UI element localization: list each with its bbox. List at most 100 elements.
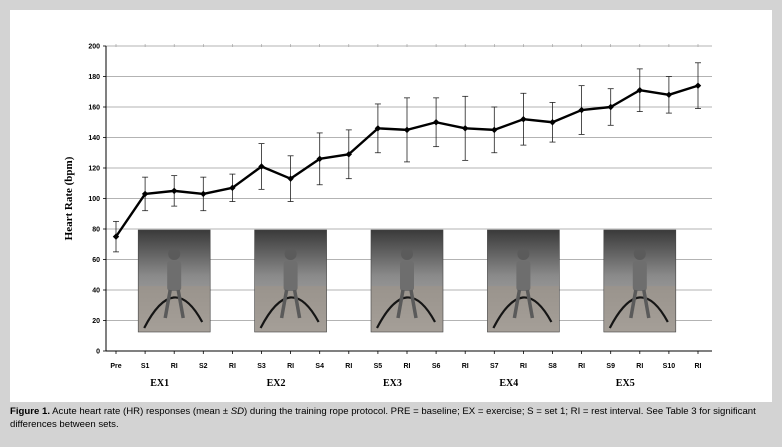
data-point xyxy=(462,125,469,132)
y-axis-title: Heart Rate (bpm) xyxy=(63,156,75,240)
person-head-icon xyxy=(633,248,646,260)
y-tick-label: 180 xyxy=(88,74,100,81)
person-leg-icon xyxy=(642,289,651,319)
x-tick-label: RI xyxy=(171,363,178,370)
data-point xyxy=(694,82,702,89)
photo-floor xyxy=(254,286,327,332)
photo-floor xyxy=(138,286,211,332)
rope-icon xyxy=(259,296,320,329)
data-point xyxy=(491,126,498,134)
rope-icon xyxy=(492,296,553,329)
caption-text-end: ) during the training rope protocol. PRE… xyxy=(10,406,756,430)
x-tick-label: S7 xyxy=(490,363,499,370)
caption-sd: SD xyxy=(230,406,245,417)
person-leg-icon xyxy=(629,289,638,319)
x-tick-label: RI xyxy=(404,363,411,370)
x-tick-label: S9 xyxy=(606,363,615,370)
person-leg-icon xyxy=(512,289,522,319)
data-point xyxy=(549,119,556,126)
person-head-icon xyxy=(517,248,530,260)
photo-strip xyxy=(137,229,677,333)
person-body-icon xyxy=(400,261,414,291)
x-tick-label: RI xyxy=(287,363,294,370)
data-point xyxy=(171,187,178,195)
y-tick-label: 0 xyxy=(96,349,100,356)
data-point xyxy=(141,190,149,198)
photo-ex3 xyxy=(370,229,444,333)
x-tick-label: RI xyxy=(345,363,352,370)
group-label: EX4 xyxy=(499,378,518,389)
photo-ex4 xyxy=(487,229,560,333)
person-head-icon xyxy=(401,248,413,260)
x-tick-label: S2 xyxy=(199,363,208,370)
rope-icon xyxy=(376,296,436,329)
caption-label: Figure 1. xyxy=(10,406,50,417)
y-tick-label: 40 xyxy=(92,288,100,295)
person-body-icon xyxy=(167,261,182,291)
data-point xyxy=(520,116,527,123)
data-point xyxy=(258,163,265,170)
group-label: EX5 xyxy=(616,378,635,389)
photo-ex2 xyxy=(254,229,327,333)
photo-floor xyxy=(603,286,676,332)
y-tick-label: 120 xyxy=(88,166,100,173)
data-point xyxy=(316,155,323,163)
y-tick-label: 140 xyxy=(88,135,100,142)
photo-border xyxy=(370,229,444,333)
person-leg-icon xyxy=(279,289,289,319)
data-point xyxy=(403,126,411,134)
x-tick-label: RI xyxy=(229,363,236,370)
x-tick-label: S1 xyxy=(141,363,150,370)
data-point xyxy=(578,106,585,114)
heart-rate-chart: 0 20 40 60 80 100 120 140 160 180 200 Pre S1 RI S2 RI S3… xyxy=(63,44,712,390)
photo-border xyxy=(137,229,211,333)
person-body-icon xyxy=(632,261,647,291)
group-label: EX1 xyxy=(150,378,169,389)
y-tick-label: 60 xyxy=(92,257,100,264)
data-point xyxy=(374,125,382,132)
heart-rate-series xyxy=(112,62,702,253)
figure-caption: Figure 1. Acute heart rate (HR) response… xyxy=(10,405,772,431)
data-point xyxy=(636,87,643,94)
y-tick-label: 80 xyxy=(92,227,100,234)
photo-border xyxy=(603,229,677,333)
person-leg-icon xyxy=(163,289,172,319)
person-leg-icon xyxy=(525,289,535,319)
data-point xyxy=(200,190,207,198)
data-point xyxy=(607,103,614,111)
x-tick-label: S3 xyxy=(257,363,266,370)
x-tick-label: S10 xyxy=(663,363,676,370)
data-point xyxy=(665,91,673,98)
x-tick-label: S6 xyxy=(432,363,441,370)
group-label: EX3 xyxy=(383,378,402,389)
person-leg-icon xyxy=(176,289,185,319)
data-point xyxy=(287,175,294,182)
y-tick-label: 160 xyxy=(88,105,100,112)
y-tick-label: 200 xyxy=(88,44,100,51)
rope-icon xyxy=(608,296,669,329)
photo-border xyxy=(254,229,327,333)
person-body-icon xyxy=(283,261,298,291)
x-tick-label: RI xyxy=(636,363,643,370)
x-tick-label: RI xyxy=(520,363,527,370)
person-head-icon xyxy=(284,248,297,260)
axis-labels: 0 20 40 60 80 100 120 140 160 180 200 Pre S1 RI S2 RI S3… xyxy=(63,44,702,390)
x-tick-label: S4 xyxy=(315,363,324,370)
person-leg-icon xyxy=(292,289,302,319)
x-tick-label: RI xyxy=(462,363,469,370)
y-tick-label: 100 xyxy=(88,196,100,203)
y-tick-label: 20 xyxy=(92,318,100,325)
rope-icon xyxy=(143,296,204,329)
x-tick-label: RI xyxy=(695,363,702,370)
data-point xyxy=(432,119,440,126)
data-point xyxy=(345,151,352,158)
data-point xyxy=(112,233,120,240)
axes xyxy=(103,44,712,354)
photo-floor xyxy=(487,286,560,332)
person-leg-icon xyxy=(396,289,405,319)
x-tick-label: Pre xyxy=(110,363,121,370)
person-leg-icon xyxy=(409,289,418,319)
x-tick-label: S8 xyxy=(548,363,557,370)
x-tick-label: S5 xyxy=(374,363,383,370)
caption-text-start: Acute heart rate (HR) responses (mean ± xyxy=(49,406,231,417)
